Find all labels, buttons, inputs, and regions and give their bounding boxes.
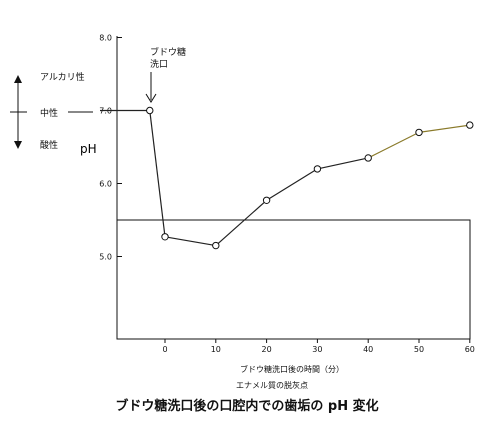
x-tick-label: 40: [363, 345, 373, 354]
x-tick-label: 50: [414, 345, 424, 354]
glucose-rinse-label-2: 洗口: [150, 58, 168, 70]
series-segment: [266, 168, 318, 201]
x-tick-label: 60: [465, 345, 475, 354]
x-tick-label: 0: [162, 345, 167, 354]
glucose-rinse-label-1: ブドウ糖: [150, 46, 186, 58]
x-tick-label: 20: [262, 345, 272, 354]
series-segment: [215, 199, 267, 246]
data-point: [262, 196, 271, 204]
data-point: [364, 154, 372, 162]
x-axis-label: ブドウ糖洗口後の時間（分）: [240, 364, 344, 374]
acidic-label: 酸性: [40, 139, 58, 151]
arrow-down-icon: [14, 141, 22, 149]
arrow-up-icon: [14, 75, 22, 83]
data-point: [466, 121, 474, 129]
series-segment: [418, 124, 470, 133]
data-point: [415, 128, 423, 137]
data-point: [146, 106, 154, 115]
series-segment: [164, 236, 216, 247]
demineralization-zone: [116, 219, 471, 340]
x-ticks: 0 10 20 30 40 50 60: [162, 339, 475, 354]
threshold-label: エナメル質の脱灰点: [236, 380, 308, 390]
data-point: [161, 233, 169, 241]
neutral-label: 中性: [40, 107, 58, 119]
y-tick-label: 8.0: [99, 34, 112, 43]
x-tick-label: 30: [312, 345, 322, 354]
series-points: [146, 106, 474, 250]
data-point: [212, 241, 220, 250]
alkaline-label: アルカリ性: [40, 71, 85, 83]
data-point: [313, 165, 322, 173]
series-line: [100, 109, 470, 247]
x-tick-label: 10: [211, 345, 221, 354]
series-segment: [149, 110, 166, 237]
chart-title: ブドウ糖洗口後の口腔内での歯垢の pH 変化: [115, 398, 378, 414]
y-axis-label: pH: [80, 142, 97, 156]
rinse-arrow-icon: [145, 93, 157, 103]
series-segment: [317, 157, 369, 170]
y-tick-label: 5.0: [99, 253, 112, 262]
series-segment: [367, 131, 420, 159]
y-ticks: 5.06.07.08.0: [99, 34, 122, 262]
y-tick-label: 6.0: [99, 180, 112, 189]
